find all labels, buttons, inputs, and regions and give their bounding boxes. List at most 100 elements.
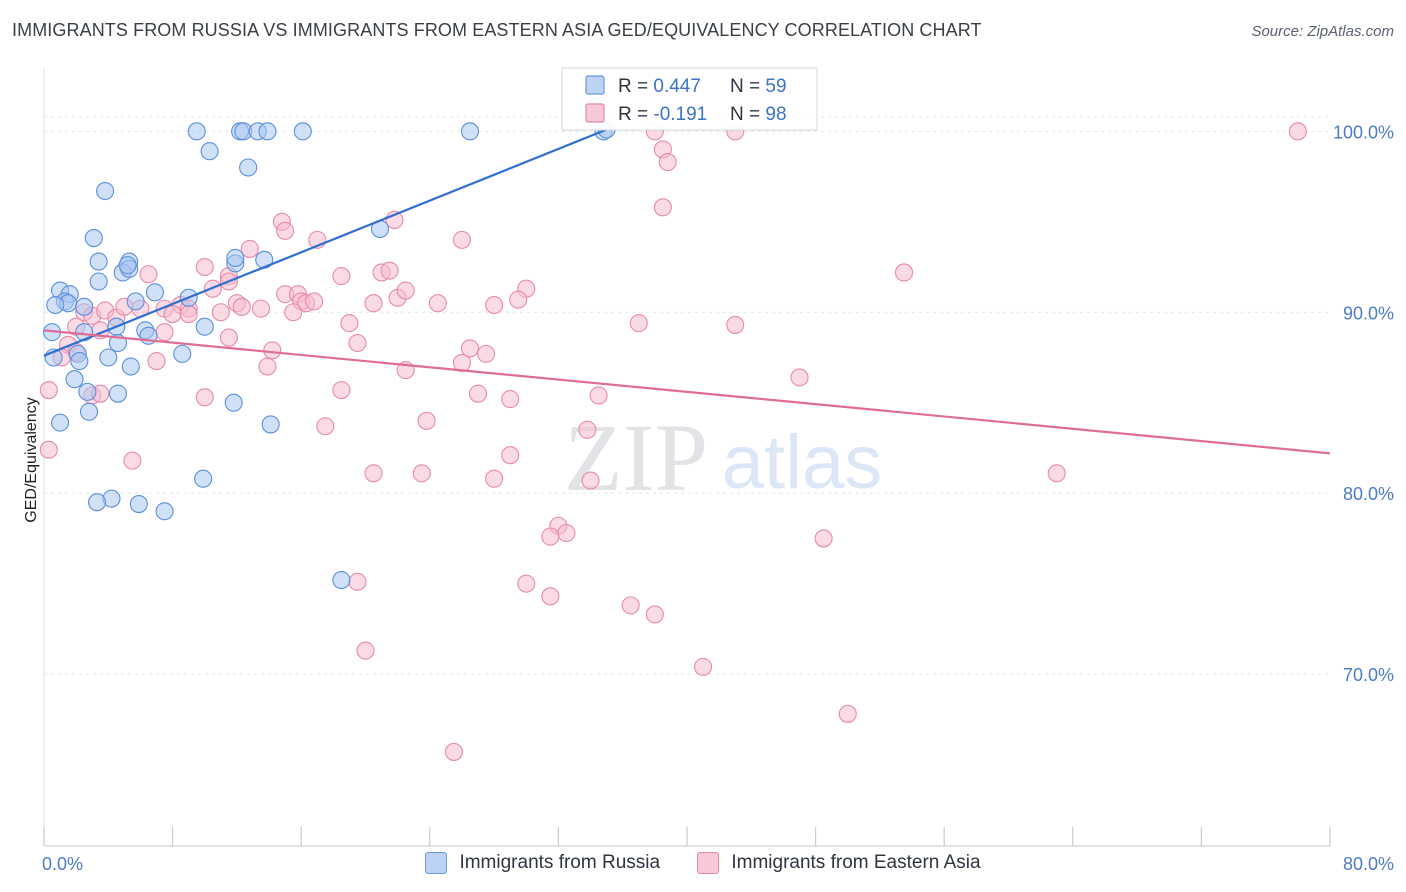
point-eastern-asia-13 xyxy=(195,257,214,277)
point-eastern-asia-60 xyxy=(263,341,282,360)
point-eastern-asia-15 xyxy=(139,265,158,284)
point-eastern-asia-92 xyxy=(541,587,560,606)
point-eastern-asia-54 xyxy=(155,323,174,342)
point-russia-42 xyxy=(173,344,192,363)
watermark-zip: ZIP xyxy=(564,404,708,511)
point-eastern-asia-85 xyxy=(1047,464,1066,483)
series-legend-russia-swatch xyxy=(425,852,448,874)
trend-line-russia xyxy=(43,128,608,357)
point-eastern-asia-81 xyxy=(364,464,383,483)
point-eastern-asia-72 xyxy=(468,384,488,403)
point-eastern-asia-79 xyxy=(501,446,520,465)
point-eastern-asia-51 xyxy=(340,314,359,333)
point-russia-28 xyxy=(126,292,145,311)
legend-russia-r-label: R = xyxy=(618,76,653,97)
point-russia-45 xyxy=(108,384,127,403)
series-legend-eastern-asia-swatch xyxy=(697,852,720,874)
chart-title: IMMIGRANTS FROM RUSSIA VS IMMIGRANTS FRO… xyxy=(12,20,982,40)
point-russia-34 xyxy=(195,317,214,336)
point-russia-43 xyxy=(65,370,84,389)
point-eastern-asia-47 xyxy=(211,303,230,322)
series-legend-eastern-asia-label: Immigrants from Eastern Asia xyxy=(731,852,981,873)
point-eastern-asia-4 xyxy=(658,153,677,172)
point-eastern-asia-82 xyxy=(412,464,431,483)
point-eastern-asia-7 xyxy=(276,221,295,240)
x-tick-label-min: 0.0% xyxy=(42,854,83,874)
point-russia-16 xyxy=(226,248,245,268)
point-eastern-asia-34 xyxy=(364,294,383,313)
point-eastern-asia-88 xyxy=(541,527,560,546)
series-russia-points xyxy=(42,120,616,590)
point-eastern-asia-73 xyxy=(501,390,520,409)
point-eastern-asia-62 xyxy=(460,339,480,358)
grid-lines xyxy=(44,116,1330,675)
trend-line-eastern-asia xyxy=(43,329,1331,455)
point-eastern-asia-67 xyxy=(790,368,809,387)
point-eastern-asia-84 xyxy=(581,471,600,490)
x-axis-ticks xyxy=(43,827,1331,846)
point-eastern-asia-76 xyxy=(316,417,335,436)
point-russia-11 xyxy=(84,229,103,248)
point-eastern-asia-87 xyxy=(557,523,576,543)
series-eastern-asia-points xyxy=(39,122,1307,761)
point-eastern-asia-70 xyxy=(195,388,214,407)
point-eastern-asia-5 xyxy=(653,198,672,217)
point-eastern-asia-33 xyxy=(251,299,271,318)
point-eastern-asia-35 xyxy=(428,294,447,313)
point-eastern-asia-11 xyxy=(894,263,914,282)
y-tick-label-90: 90.0% xyxy=(1343,303,1394,323)
x-tick-label-max: 80.0% xyxy=(1343,854,1394,874)
y-tick-label-100: 100.0% xyxy=(1333,122,1394,142)
source-credit: Source: ZipAtlas.com xyxy=(1251,23,1394,40)
point-eastern-asia-99 xyxy=(39,440,58,459)
point-russia-46 xyxy=(224,393,243,412)
point-eastern-asia-94 xyxy=(645,605,664,624)
legend-russia-r-value: 0.447 xyxy=(653,76,701,97)
point-russia-5 xyxy=(293,122,312,141)
point-russia-39 xyxy=(70,352,89,371)
point-eastern-asia-18 xyxy=(380,261,399,280)
series-legend-russia: Immigrants from Russia xyxy=(425,852,660,874)
legend-russia-stats: R = 0.447 N = 59 xyxy=(618,76,787,97)
point-russia-52 xyxy=(87,493,107,512)
legend-eastern-asia-stats: R = -0.191 N = 98 xyxy=(618,104,787,125)
point-eastern-asia-91 xyxy=(517,574,536,593)
point-russia-49 xyxy=(261,415,280,434)
point-russia-57 xyxy=(118,256,137,275)
point-russia-13 xyxy=(89,252,108,271)
trend-lines xyxy=(43,128,1331,455)
point-eastern-asia-36 xyxy=(485,295,504,315)
point-eastern-asia-63 xyxy=(477,344,496,363)
point-russia-47 xyxy=(79,402,99,421)
point-eastern-asia-68 xyxy=(39,381,58,400)
point-eastern-asia-59 xyxy=(219,328,238,347)
legend-eastern-asia-n-label: N = xyxy=(730,104,765,125)
point-russia-53 xyxy=(129,494,148,514)
point-russia-0 xyxy=(187,122,206,141)
watermark-atlas: atlas xyxy=(722,420,883,505)
point-russia-48 xyxy=(51,413,70,432)
point-russia-20 xyxy=(89,272,108,291)
y-tick-label-70: 70.0% xyxy=(1343,665,1394,685)
point-eastern-asia-90 xyxy=(348,572,367,591)
point-eastern-asia-96 xyxy=(694,657,713,676)
point-eastern-asia-10 xyxy=(452,230,472,249)
point-eastern-asia-66 xyxy=(258,357,277,376)
legend-eastern-asia-r-label: R = xyxy=(618,104,653,125)
point-eastern-asia-50 xyxy=(726,315,745,334)
point-eastern-asia-74 xyxy=(589,386,608,405)
point-eastern-asia-24 xyxy=(305,292,324,311)
point-eastern-asia-2 xyxy=(1288,122,1307,141)
point-russia-4 xyxy=(258,122,277,141)
point-russia-26 xyxy=(75,297,94,316)
point-russia-6 xyxy=(460,122,480,141)
point-russia-55 xyxy=(332,570,351,590)
point-eastern-asia-26 xyxy=(396,281,415,300)
y-axis-label: GED/Equivalency xyxy=(23,397,40,522)
legend-swatch-russia xyxy=(585,75,605,95)
point-russia-40 xyxy=(99,348,118,367)
stats-legend: R = 0.447 N = 59 R = -0.191 N = 98 xyxy=(561,67,818,131)
legend-russia-n-label: N = xyxy=(730,76,765,97)
point-russia-8 xyxy=(200,142,219,161)
point-eastern-asia-95 xyxy=(356,641,375,660)
